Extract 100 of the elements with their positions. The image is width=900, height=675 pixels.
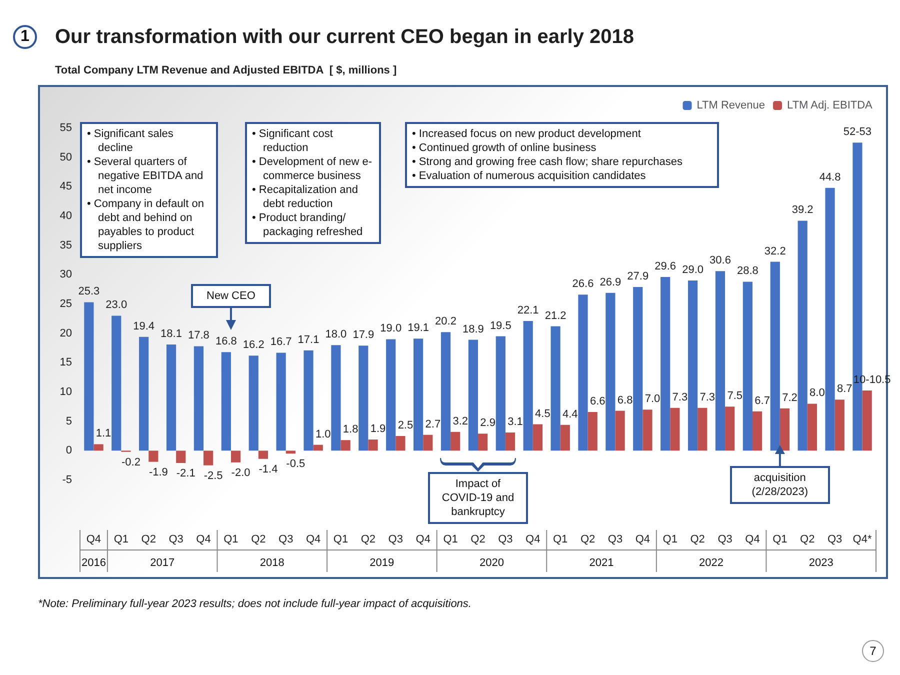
- data-label: -1.9: [148, 466, 168, 478]
- y-tick-label: 40: [60, 210, 72, 222]
- bar: [84, 302, 94, 451]
- bar: [550, 326, 560, 451]
- bar: [715, 271, 726, 451]
- data-label: 4.4: [562, 408, 578, 420]
- y-tick-label: 50: [60, 151, 72, 164]
- bar: [248, 356, 258, 451]
- data-label: 17.8: [188, 330, 210, 342]
- data-label: 4.5: [535, 408, 550, 420]
- bar: [642, 410, 652, 451]
- x-tick-label: Q1: [224, 534, 238, 546]
- data-label: 23.0: [106, 299, 128, 312]
- data-label: 3.2: [452, 415, 468, 428]
- data-label: 6.6: [590, 395, 606, 408]
- data-label: 17.9: [352, 329, 374, 342]
- text: 2017: [149, 556, 176, 570]
- bar: [606, 292, 616, 451]
- y-tick-label: 5: [66, 415, 72, 428]
- x-tick-label: Q3: [827, 534, 842, 546]
- x-tick-label: Q1: [772, 534, 788, 546]
- bar: [450, 432, 460, 451]
- bar: [496, 336, 506, 451]
- x-tick-label: Q4: [196, 534, 211, 546]
- data-label: 29.0: [682, 264, 704, 276]
- x-tick-label: Q1: [333, 534, 348, 546]
- page-badge: 7: [862, 640, 884, 662]
- bar: [286, 450, 296, 454]
- bar: [560, 424, 570, 451]
- bar: [807, 404, 817, 451]
- x-tick-label: Q1: [114, 534, 129, 546]
- y-tick-label: 15: [60, 356, 72, 369]
- data-label: 30.6: [710, 254, 731, 267]
- bar: [468, 340, 478, 451]
- data-label: 39.2: [792, 204, 814, 216]
- data-label: 6.8: [617, 394, 633, 406]
- data-label: 16.2: [242, 339, 264, 352]
- bar: [660, 277, 670, 451]
- x-tick-label: Q3: [718, 534, 732, 546]
- bar: [834, 400, 844, 451]
- text: 2018: [258, 556, 286, 570]
- text: 2019: [368, 556, 396, 570]
- bar: [505, 432, 516, 451]
- bar: [368, 440, 378, 451]
- bar: [615, 410, 625, 451]
- data-label: -2.1: [176, 467, 196, 480]
- y-tick-label: 55: [60, 122, 72, 134]
- data-label: -2.5: [204, 470, 223, 482]
- bar: [423, 434, 433, 451]
- y-tick-label: 35: [60, 239, 72, 252]
- bar: [331, 345, 341, 451]
- data-label: 6.7: [754, 394, 770, 407]
- annotation: • Significant cost reduction • Development of new e-commerce business • Recapitalization and debt reduction • Product branding/ packaging refreshed: [252, 127, 374, 239]
- data-label: 22.1: [517, 304, 539, 317]
- bar: [313, 444, 323, 451]
- data-label: 7.5: [727, 390, 742, 402]
- text-box: • Increased focus on new product development • Continued growth of online business • Strong and growing free cash flow; share repurchases • Evaluation of numerous acquisition candidates: [405, 122, 719, 188]
- text: 2023: [808, 556, 834, 570]
- bar: [230, 450, 241, 462]
- data-label: 52-53: [843, 126, 872, 138]
- chart-subtitle: Total Company LTM Revenue and Adjusted EBITDA [ $, millions ]: [55, 64, 397, 76]
- x-tick-label: Q3: [388, 534, 403, 546]
- data-label: 8.0: [810, 387, 825, 400]
- x-tick-label: Q4: [526, 534, 540, 546]
- x-tick-label: Q2: [690, 534, 705, 546]
- bar: [340, 440, 350, 451]
- x-tick-label: Q1: [443, 534, 458, 546]
- bar: [578, 294, 588, 451]
- y-tick-label: -5: [62, 474, 72, 486]
- bar: [825, 188, 835, 451]
- data-label: 1.8: [342, 424, 358, 436]
- data-label: 26.6: [572, 278, 594, 290]
- x-tick-label: Q2: [470, 534, 486, 546]
- text-box: • Significant sales decline • Several quarters of negative EBITDA and net income • Company in default on debt and behind on payables to product suppliers: [80, 122, 218, 258]
- data-label: 1.1: [96, 428, 112, 440]
- x-tick-label: Q3: [278, 534, 294, 546]
- bar: [798, 220, 808, 451]
- y-tick-label: 20: [60, 327, 72, 340]
- data-label: -2.0: [231, 466, 250, 479]
- bar: [532, 424, 543, 451]
- bar: [221, 352, 231, 451]
- bar: [276, 352, 286, 451]
- data-label: 17.1: [298, 334, 320, 346]
- data-label: 7.0: [644, 393, 660, 406]
- data-label: 2.7: [425, 418, 441, 430]
- bar: [523, 321, 533, 451]
- text: 2022: [698, 556, 725, 570]
- data-label: 26.9: [600, 276, 622, 288]
- data-label: 7.2: [782, 392, 798, 404]
- bar: [396, 436, 406, 451]
- data-label: 25.3: [78, 286, 100, 298]
- data-label: 27.9: [627, 270, 649, 282]
- y-tick-label: 45: [60, 180, 72, 193]
- data-label: 8.7: [836, 383, 852, 396]
- bar: [478, 434, 488, 451]
- bar: [698, 408, 708, 451]
- data-label: 16.7: [270, 336, 292, 348]
- bar: [258, 450, 268, 459]
- y-tick-label: 10: [60, 386, 72, 398]
- x-tick-label: Q2: [360, 534, 376, 546]
